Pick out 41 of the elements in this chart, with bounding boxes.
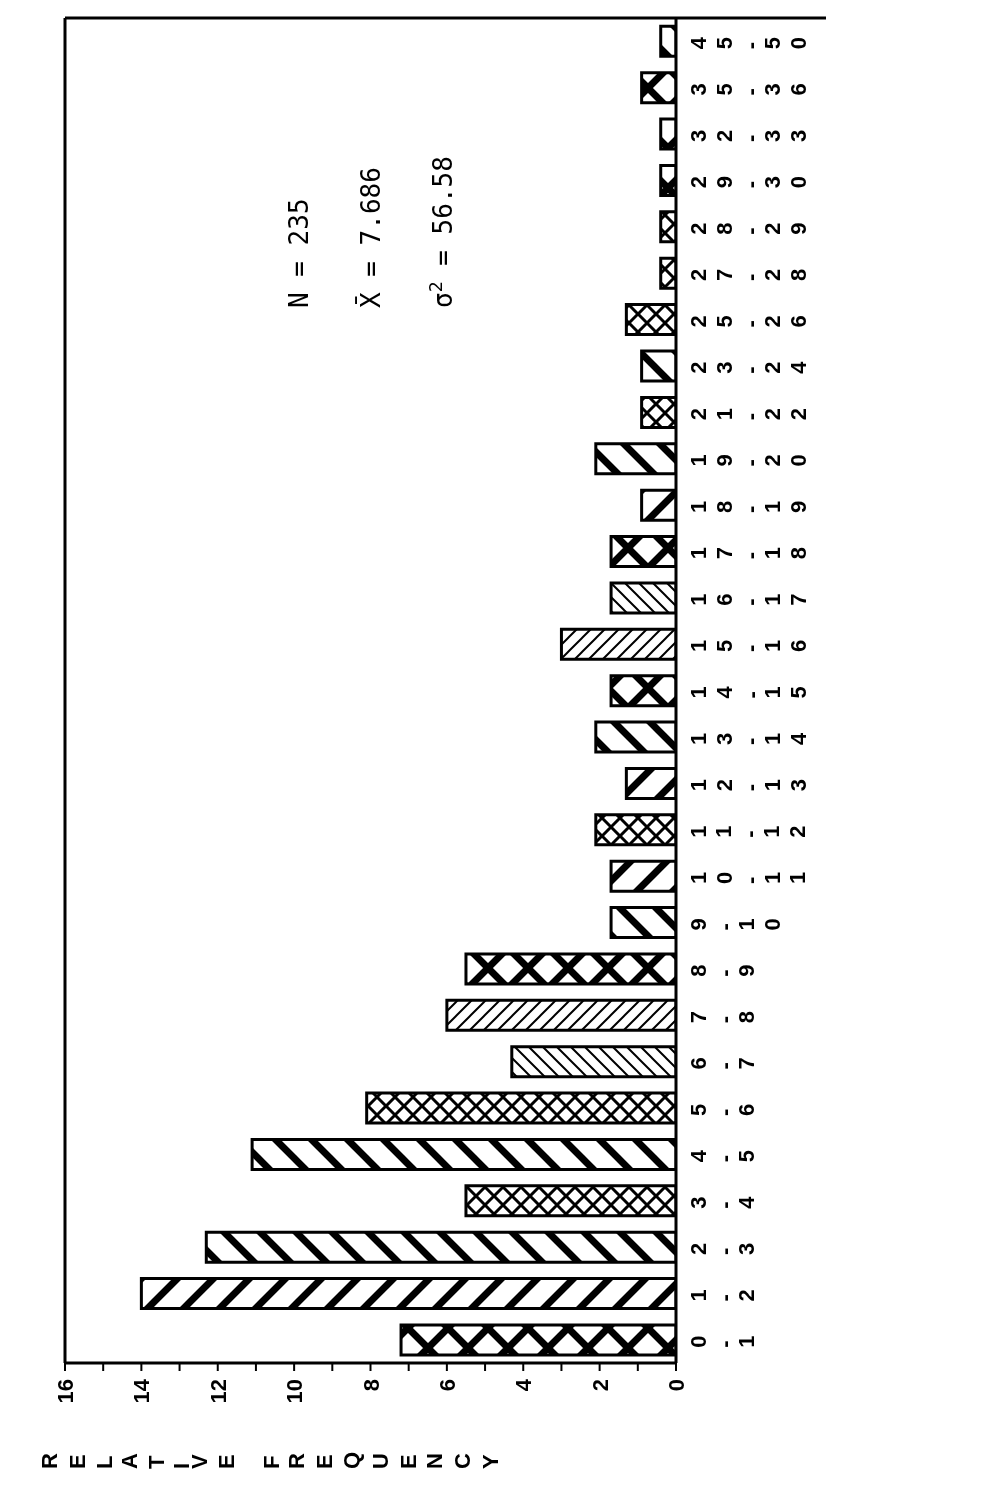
y-tick-label: 17-18	[686, 533, 812, 560]
y-tick-label: 16-17	[686, 579, 812, 606]
y-tick-label: 13-14	[686, 718, 812, 745]
y-tick-label: 5-6	[686, 1089, 759, 1116]
y-tick-label: 12-13	[686, 765, 812, 792]
y-tick-label: 15-16	[686, 625, 812, 653]
y-tick-label: 9-10	[686, 904, 785, 931]
y-tick-label: 7-8	[686, 996, 759, 1024]
y-tick-label: 6-7	[686, 1043, 759, 1070]
x-axis-title: RELATIVE FREQUENCY	[37, 1439, 504, 1469]
x-tick-label: 12	[205, 1379, 231, 1404]
y-tick-label: 35-36	[686, 69, 812, 96]
annotation: X̄ = 7.686	[355, 167, 386, 308]
y-tick-label: 0-1	[686, 1321, 759, 1348]
y-tick-label: 21-22	[686, 393, 812, 421]
y-tick-label: 32-33	[686, 115, 812, 142]
x-tick-label: 2	[587, 1379, 613, 1392]
y-tick-label: 25-26	[686, 301, 812, 328]
y-tick-label: 18-19	[686, 486, 812, 513]
y-tick-label: 14-15	[686, 672, 812, 699]
y-tick-label: 19-20	[686, 440, 812, 467]
x-tick-label: 6	[434, 1379, 460, 1392]
y-tick-label: 27-28	[686, 254, 812, 282]
y-tick-label: 28-29	[686, 208, 812, 235]
y-tick-label: 1-2	[686, 1275, 759, 1302]
y-tick-label: 29-30	[686, 162, 812, 189]
x-tick-label: 8	[358, 1379, 384, 1392]
x-tick-label: 16	[53, 1379, 78, 1404]
annotation: N = 235	[284, 198, 314, 308]
y-tick-label: 11-12	[686, 811, 810, 838]
y-tick-label: 23-24	[686, 347, 812, 374]
y-tick-label: 45-50	[686, 22, 812, 50]
x-tick-label: 14	[129, 1378, 155, 1404]
y-tick-label: 10-11	[686, 857, 810, 885]
y-tick-label: 4-5	[686, 1136, 759, 1163]
x-tick-label: 4	[511, 1378, 537, 1392]
y-tick-label: 8-9	[686, 950, 759, 977]
y-tick-label: 2-3	[686, 1228, 759, 1256]
y-tick-label: 3-4	[686, 1182, 759, 1209]
x-tick-label: 0	[664, 1379, 689, 1392]
x-tick-label: 10	[282, 1379, 308, 1404]
